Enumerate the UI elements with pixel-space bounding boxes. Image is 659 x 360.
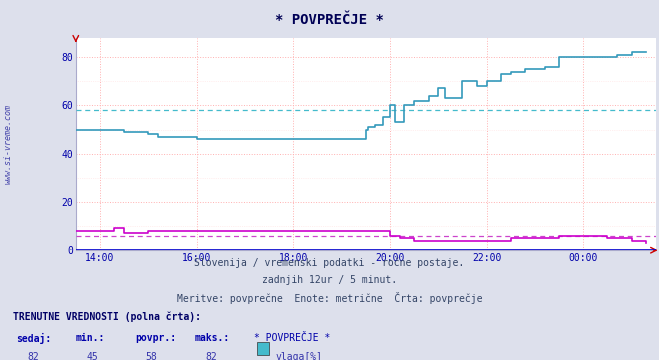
Text: sedaj:: sedaj: bbox=[16, 333, 51, 344]
Text: maks.:: maks.: bbox=[194, 333, 229, 343]
Text: Slovenija / vremenski podatki - ročne postaje.: Slovenija / vremenski podatki - ročne po… bbox=[194, 257, 465, 268]
Text: 58: 58 bbox=[146, 352, 158, 360]
Text: min.:: min.: bbox=[76, 333, 105, 343]
Text: 82: 82 bbox=[27, 352, 39, 360]
Text: * POVPREČJE *: * POVPREČJE * bbox=[275, 13, 384, 27]
Text: TRENUTNE VREDNOSTI (polna črta):: TRENUTNE VREDNOSTI (polna črta): bbox=[13, 311, 201, 322]
Text: zadnjih 12ur / 5 minut.: zadnjih 12ur / 5 minut. bbox=[262, 275, 397, 285]
Text: povpr.:: povpr.: bbox=[135, 333, 176, 343]
Text: 82: 82 bbox=[205, 352, 217, 360]
Text: * POVPREČJE *: * POVPREČJE * bbox=[254, 333, 330, 343]
Text: www.si-vreme.com: www.si-vreme.com bbox=[4, 104, 13, 184]
Text: 45: 45 bbox=[86, 352, 98, 360]
Text: Meritve: povprečne  Enote: metrične  Črta: povprečje: Meritve: povprečne Enote: metrične Črta:… bbox=[177, 292, 482, 304]
Text: vlaga[%]: vlaga[%] bbox=[275, 352, 322, 360]
